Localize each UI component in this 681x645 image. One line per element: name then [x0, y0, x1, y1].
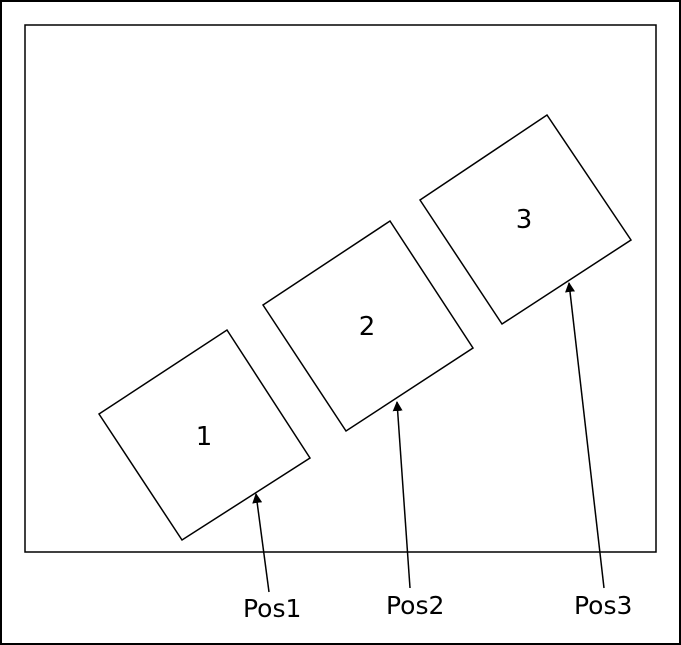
- pos1-label: Pos1: [243, 594, 301, 623]
- box-1-label: 1: [196, 422, 213, 452]
- box-2-label: 2: [359, 312, 376, 342]
- container-frame: [24, 24, 657, 553]
- pos2-arrow: [392, 401, 411, 589]
- box-3: [418, 113, 633, 326]
- box-1: [97, 328, 312, 542]
- pos2-label: Pos2: [386, 591, 444, 620]
- pos1-arrow: [252, 493, 270, 593]
- box-3-label: 3: [516, 205, 533, 235]
- box-2: [261, 219, 475, 433]
- pos3-label: Pos3: [574, 591, 632, 620]
- pos3-arrow: [565, 282, 605, 589]
